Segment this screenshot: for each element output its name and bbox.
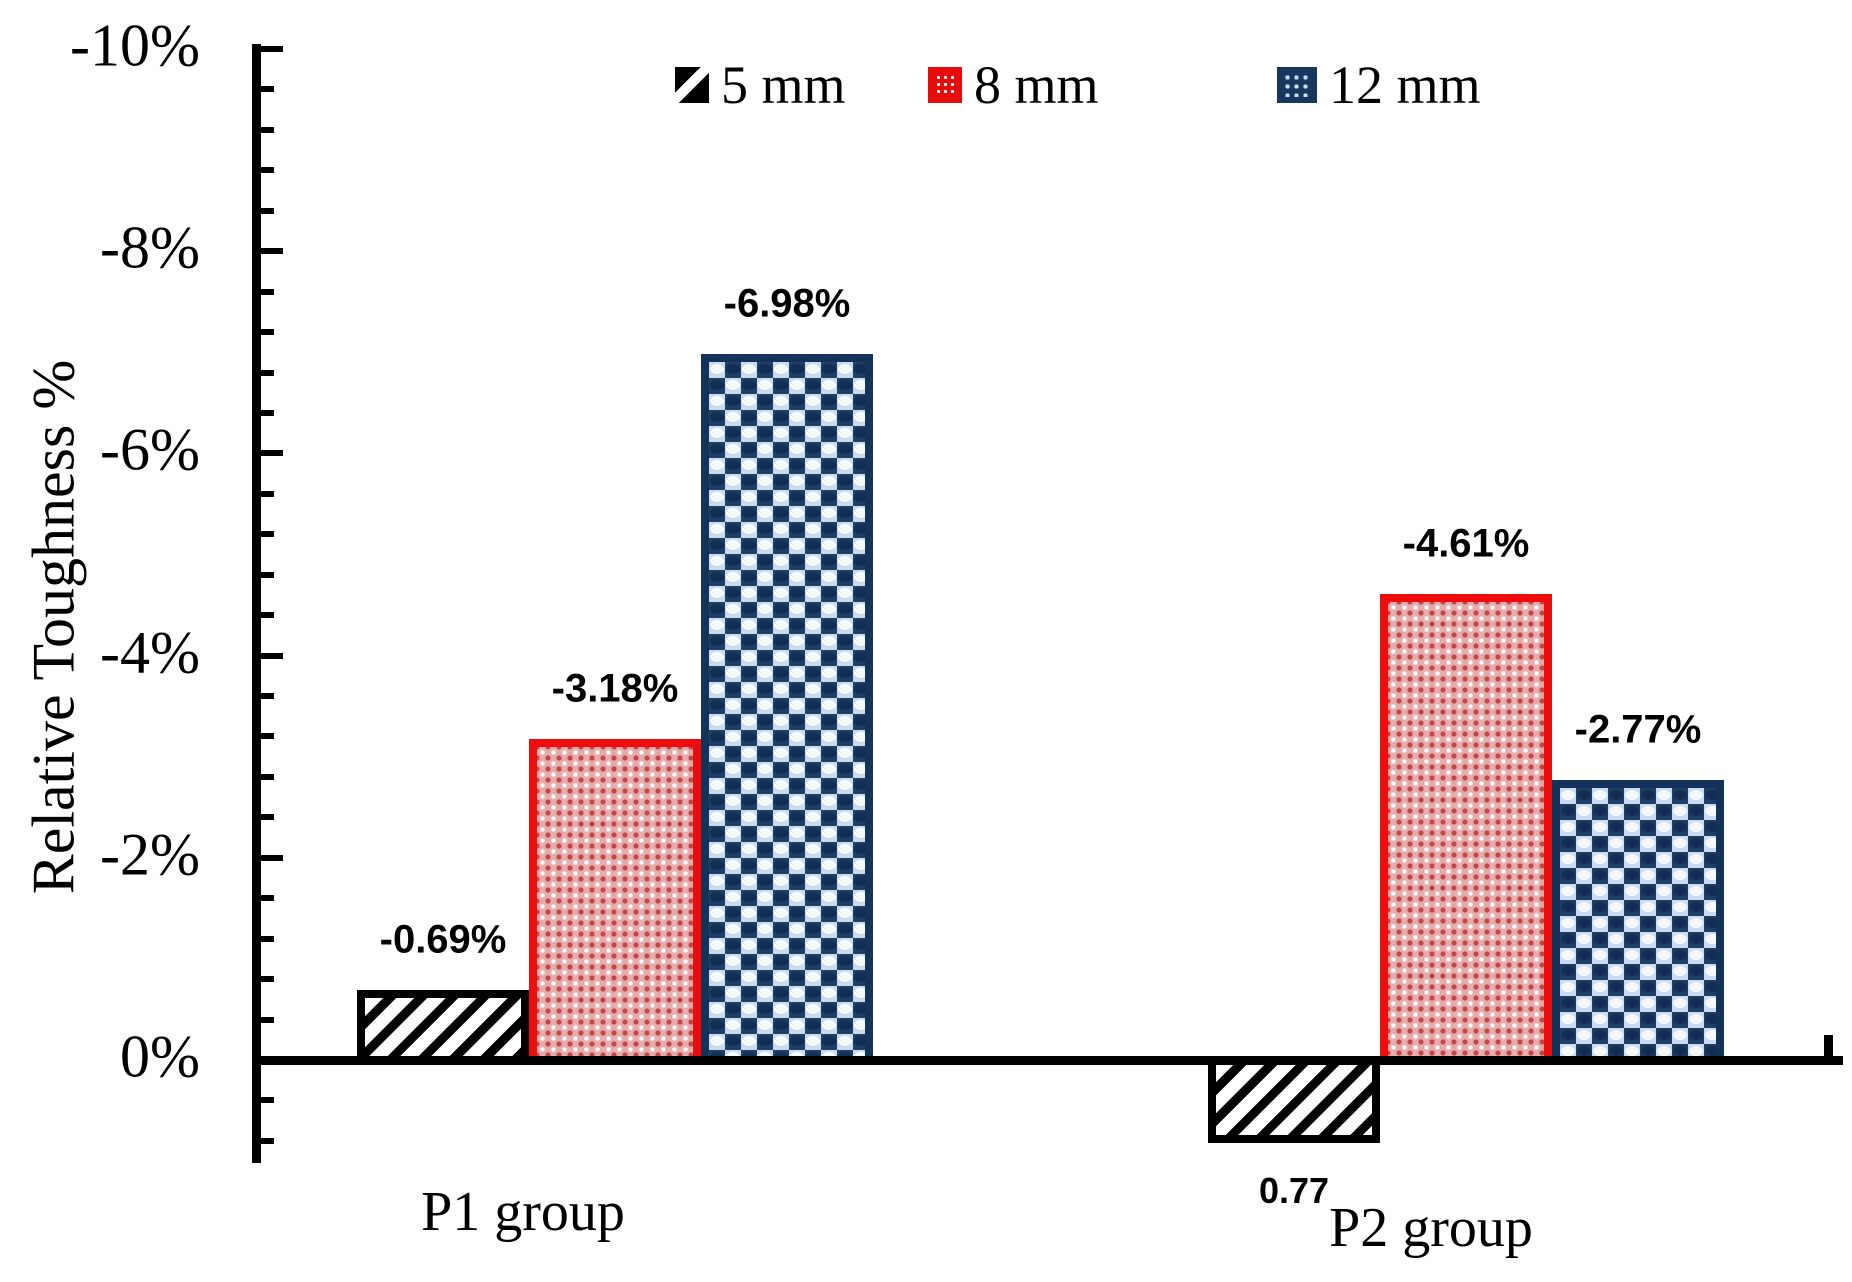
category-label-p2: P2 group <box>1329 1197 1533 1259</box>
y-minor-tick <box>261 1017 274 1023</box>
y-minor-tick <box>261 936 274 942</box>
y-major-tick <box>261 653 283 659</box>
value-label: 0.77 <box>1258 1170 1330 1211</box>
bar-p1-8mm <box>529 739 701 1064</box>
bar-p1-5mm <box>357 990 529 1064</box>
y-major-tick <box>261 46 283 52</box>
y-minor-tick <box>261 127 274 133</box>
y-minor-tick <box>261 774 274 780</box>
bar-p2-12mm <box>1552 780 1724 1064</box>
y-minor-tick <box>261 329 274 335</box>
legend-label: 12 mm <box>1329 55 1481 115</box>
y-minor-tick <box>261 86 274 92</box>
legend-label: 5 mm <box>721 55 846 115</box>
y-axis-spine <box>252 44 261 1163</box>
x-axis-end-tick <box>1824 1035 1833 1057</box>
category-label-p1: P1 group <box>421 1181 625 1243</box>
y-minor-tick <box>261 1097 274 1103</box>
legend-swatch-12mm-icon <box>1277 67 1317 103</box>
legend-swatch-8mm-icon <box>928 67 962 103</box>
y-minor-tick <box>261 976 274 982</box>
y-minor-tick <box>261 208 274 214</box>
value-label: -6.98% <box>723 281 851 326</box>
y-minor-tick <box>261 167 274 173</box>
bar-p2-5mm <box>1208 1056 1380 1143</box>
y-minor-tick <box>261 612 274 618</box>
bar-p1-12mm <box>701 354 873 1064</box>
y-minor-tick <box>261 410 274 416</box>
y-tick-label: -10% <box>70 12 200 79</box>
y-minor-tick <box>261 370 274 376</box>
y-tick-label: -6% <box>100 416 200 483</box>
legend-label: 8 mm <box>974 55 1099 115</box>
value-label: -0.69% <box>379 917 507 962</box>
value-label: -2.77% <box>1574 707 1702 752</box>
y-minor-tick <box>261 895 274 901</box>
y-tick-label: -8% <box>100 214 200 281</box>
y-major-tick <box>261 1057 283 1063</box>
bar-p2-8mm <box>1380 594 1552 1064</box>
y-minor-tick <box>261 693 274 699</box>
y-tick-label: -4% <box>100 619 200 686</box>
legend-item-5mm: 5 mm <box>675 58 846 112</box>
x-axis-baseline <box>252 1056 1843 1065</box>
y-tick-label: 0% <box>120 1023 200 1090</box>
y-tick-label: -2% <box>100 821 200 888</box>
value-label: -3.18% <box>551 666 679 711</box>
y-major-tick <box>261 248 283 254</box>
y-minor-tick <box>261 531 274 537</box>
y-major-tick <box>261 855 283 861</box>
legend-swatch-5mm-icon <box>675 67 709 103</box>
legend-item-8mm: 8 mm <box>928 58 1099 112</box>
y-minor-tick <box>261 289 274 295</box>
y-minor-tick <box>261 814 274 820</box>
value-label: -4.61% <box>1402 521 1530 566</box>
legend-item-12mm: 12 mm <box>1277 58 1481 112</box>
y-minor-tick <box>261 733 274 739</box>
y-minor-tick <box>261 572 274 578</box>
y-major-tick <box>261 450 283 456</box>
y-minor-tick <box>261 1138 274 1144</box>
y-minor-tick <box>261 491 274 497</box>
